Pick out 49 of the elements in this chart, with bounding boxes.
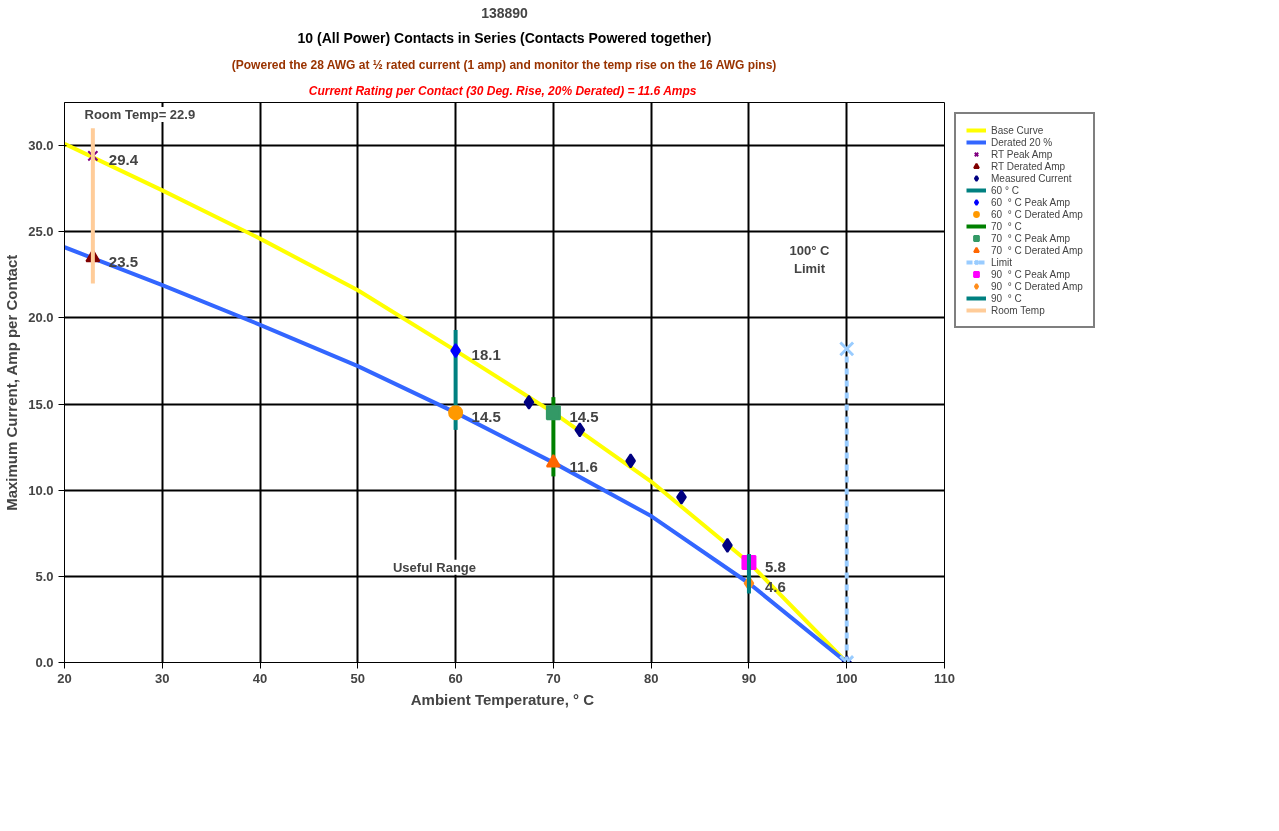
data-label: 23.5 (108, 252, 139, 270)
x-tick-label: 90 (741, 670, 757, 686)
data-label: 5.8 (764, 557, 786, 575)
legend-label: Measured Current (991, 172, 1072, 184)
data-label: 18.1 (471, 345, 501, 363)
x-tick-label: 20 (57, 670, 72, 686)
x-axis-title: Ambient Temperature, ° C (410, 690, 595, 708)
text: (Powered the 28 AWG at ½ rated current (1 amp) and monitor the temp rise on the 16 AWG pins) (231, 57, 777, 72)
annotation: 100° C Limit (789, 242, 831, 276)
legend-label: 90 ° C Derated Amp (991, 280, 1083, 292)
x-tick-label: 70 (546, 670, 561, 686)
legend-label: 70 ° C Derated Amp (991, 244, 1083, 256)
y-tick-label: 25.0 (28, 224, 54, 240)
legend-label: Base Curve (991, 124, 1044, 136)
data-label: 29.4 (108, 150, 139, 168)
legend-label: RT Peak Amp (991, 148, 1053, 160)
x-tick-label: 100 (835, 670, 858, 686)
x-tick-label: 30 (155, 670, 170, 686)
text: Current Rating per Contact (30 Deg. Rise, 20% Derated) = 11.6 Amps (308, 83, 697, 98)
text: 10 (All Power) Contacts in Series (Contacts Powered together) (297, 29, 712, 46)
chart-title: 138890 (481, 4, 529, 21)
legend-label: 60 ° C Derated Amp (991, 208, 1083, 220)
y-tick-label: 5.0 (35, 568, 54, 584)
y-tick-label: 0.0 (35, 655, 54, 670)
y-tick-label: 15.0 (28, 396, 54, 412)
x-tick-label: 80 (643, 670, 659, 686)
x-tick-label: 110 (934, 670, 955, 686)
x-tick-label: 40 (252, 670, 268, 686)
legend-label: Limit (991, 256, 1013, 268)
y-tick-label: 20.0 (28, 310, 54, 326)
legend-label: 90 ° C Peak Amp (991, 268, 1071, 280)
legend-label: 90 ° C (991, 292, 1022, 304)
data-label: 14.5 (569, 407, 599, 425)
legend-label: Room Temp (991, 304, 1045, 316)
data-label: 14.5 (471, 407, 501, 425)
x-tick-label: 60 (448, 670, 463, 686)
legend-label: 70 ° C (991, 220, 1022, 232)
y-tick-label: 30.0 (28, 138, 54, 154)
data-label: 11.6 (569, 457, 598, 475)
legend-label: RT Derated Amp (991, 160, 1066, 172)
x-tick-label: 50 (350, 670, 366, 686)
annotation: Useful Range (392, 559, 477, 575)
legend-label: 70 ° C Peak Amp (991, 232, 1071, 244)
legend-label: Derated 20 % (991, 136, 1053, 148)
legend-label: 60 ° C (991, 184, 1019, 196)
y-tick-label: 10.0 (28, 482, 54, 498)
annotation: Room Temp= 22.9 (84, 107, 196, 122)
y-axis-title: Maximum Current, Amp per Contact (3, 254, 21, 511)
legend-label: 60 ° C Peak Amp (991, 196, 1071, 208)
